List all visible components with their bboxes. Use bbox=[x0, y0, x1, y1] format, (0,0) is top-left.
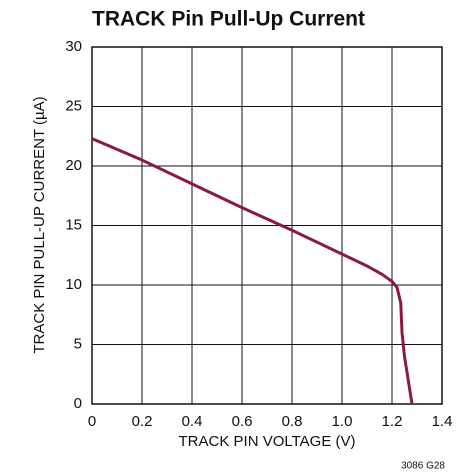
x-tick-label: 0.2 bbox=[132, 413, 153, 430]
x-tick-label: 0.6 bbox=[232, 413, 253, 430]
x-tick-label: 1.4 bbox=[432, 413, 453, 430]
chart-title: TRACK Pin Pull-Up Current bbox=[92, 8, 365, 31]
x-tick-label: 1.2 bbox=[382, 413, 403, 430]
y-tick-label: 5 bbox=[74, 335, 82, 352]
y-tick-label: 15 bbox=[65, 216, 82, 233]
x-tick-label: 0 bbox=[88, 413, 96, 430]
annotation: 3086 G28 bbox=[401, 461, 445, 472]
y-tick-label: 0 bbox=[74, 395, 82, 412]
y-tick-label: 20 bbox=[65, 157, 82, 174]
x-tick-label: 0.4 bbox=[182, 413, 203, 430]
y-axis-label: TRACK PIN PULL-UP CURRENT (µA) bbox=[31, 96, 48, 353]
x-axis-label: TRACK PIN VOLTAGE (V) bbox=[179, 433, 356, 450]
y-tick-label: 25 bbox=[65, 97, 82, 114]
x-tick-label: 1.0 bbox=[332, 413, 353, 430]
data-line bbox=[91, 137, 414, 405]
x-tick-label: 0.8 bbox=[282, 413, 303, 430]
y-tick-label: 10 bbox=[65, 276, 82, 293]
y-tick-label: 30 bbox=[65, 38, 82, 55]
